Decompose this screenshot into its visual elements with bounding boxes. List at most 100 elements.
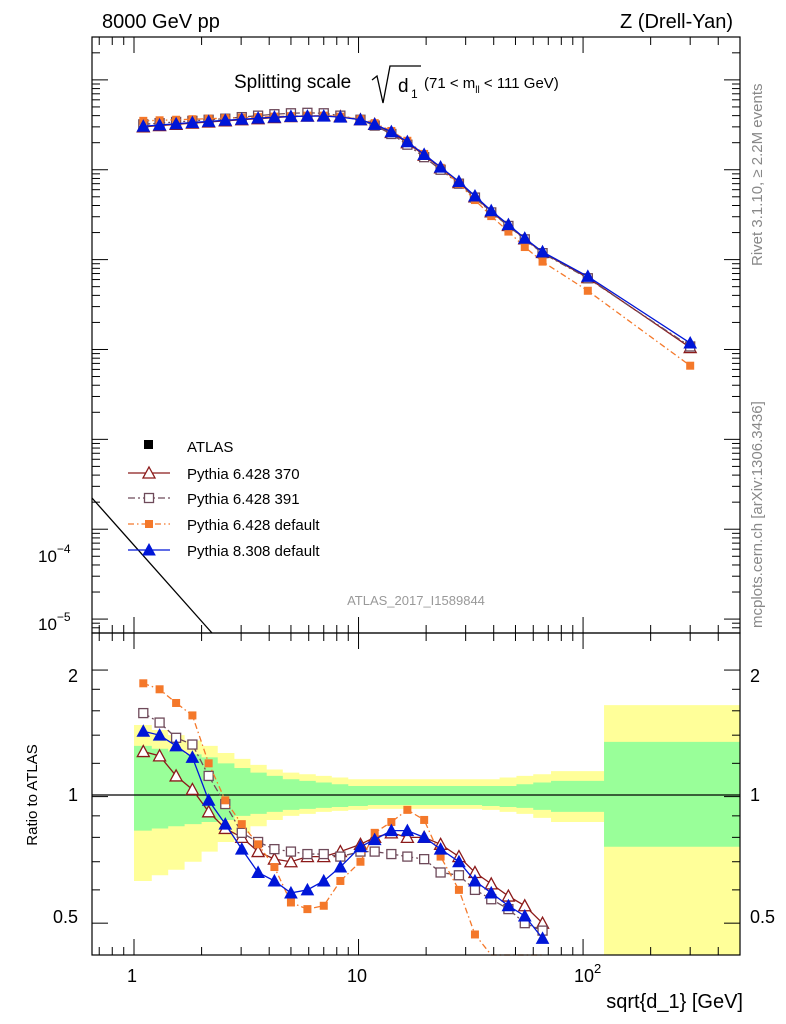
- data-point-pythia-8-308-default: [433, 160, 448, 173]
- data-point-pythia-6-428-default: [270, 863, 279, 872]
- data-point-pythia-8-308-default: [201, 114, 216, 127]
- xtick-label-10: 10: [347, 966, 367, 986]
- legend-entry-pythia6-391: Pythia 6.428 391: [128, 491, 300, 508]
- data-point-pythia-8-308-default: [535, 931, 550, 944]
- data-point-pythia-6-428-default: [204, 759, 213, 768]
- xtick-label-1: 1: [127, 966, 137, 986]
- ratio-series: [136, 679, 550, 956]
- main-title: Splitting scale d 1 (71 < mll < 111 GeV): [234, 65, 559, 104]
- main-ticks: [92, 36, 741, 634]
- ratio-ytick-right-2: 2: [750, 666, 760, 686]
- legend-label-pythia6-default: Pythia 6.428 default: [187, 517, 320, 534]
- series-line-pythia-6-428-370: [143, 114, 691, 349]
- data-point-pythia-6-428-default: [237, 820, 246, 829]
- data-point-pythia-6-428-default: [286, 898, 295, 907]
- data-point-pythia-8-308-default: [683, 335, 698, 349]
- ratio-ytick-left-0.5: 0.5: [53, 907, 78, 927]
- data-point-pythia-6-428-default: [356, 857, 365, 866]
- data-point-pythia-6-428-391: [203, 770, 214, 782]
- data-point-pythia-8-308-default: [333, 859, 348, 873]
- title-range: (71 < mll < 111 GeV): [424, 75, 559, 96]
- data-point-pythia-8-308-default: [367, 117, 382, 130]
- series-pythia-6-428-391: [138, 107, 696, 352]
- data-point-pythia-6-428-391: [302, 848, 313, 860]
- data-point-pythia-8-308-default: [580, 269, 595, 282]
- data-point-pythia-6-428-default: [686, 361, 695, 370]
- main-y-tick-labels: 10−4 10−5: [38, 542, 71, 634]
- data-point-pythia-6-428-391: [269, 843, 280, 855]
- data-point-pythia-8-308-default: [501, 217, 516, 231]
- data-point-pythia-8-308-default: [185, 115, 200, 129]
- ratio-ticks: [92, 633, 741, 955]
- data-point-pythia-8-308-default: [452, 854, 466, 868]
- data-point-pythia-8-308-default: [152, 728, 167, 741]
- data-point-pythia-6-428-default: [583, 286, 592, 295]
- data-point-pythia-6-428-default: [504, 227, 513, 236]
- data-point-pythia-8-308-default: [185, 750, 200, 763]
- data-point-pythia-8-308-default: [152, 117, 167, 131]
- legend-label-pythia8-default: Pythia 8.308 default: [187, 543, 320, 560]
- data-point-pythia-6-428-391: [453, 870, 465, 881]
- data-point-pythia-6-428-391: [402, 851, 413, 862]
- legend-marker-atlas: [144, 440, 153, 449]
- data-point-pythia-6-428-370: [201, 804, 216, 818]
- series-pythia-6-428-370: [136, 108, 698, 354]
- data-point-pythia-8-308-default: [300, 882, 315, 896]
- data-point-pythia-8-308-default: [484, 203, 499, 217]
- data-point-pythia-6-428-370: [267, 851, 282, 865]
- series-line-pythia-6-428-default: [143, 114, 691, 367]
- data-point-pythia-6-428-default: [538, 257, 547, 266]
- data-point-pythia-6-428-default: [172, 698, 181, 707]
- ratio-uncertainty-bands: [134, 705, 740, 955]
- ratio-ytick-left-1: 1: [68, 785, 78, 805]
- data-point-pythia-8-308-default: [400, 134, 415, 148]
- data-point-pythia-6-428-default: [403, 805, 412, 814]
- data-point-pythia-6-428-default: [420, 815, 429, 824]
- data-point-pythia-6-428-370: [169, 768, 184, 782]
- data-point-pythia-8-308-default: [417, 147, 431, 160]
- data-point-pythia-6-428-370: [136, 744, 151, 758]
- series-pythia-8-308-default: [136, 109, 698, 349]
- data-point-pythia-8-308-default: [234, 842, 249, 855]
- data-point-pythia-8-308-default: [468, 188, 482, 202]
- data-point-pythia-6-428-default: [188, 711, 197, 720]
- data-point-pythia-6-428-370: [251, 844, 266, 858]
- series-pythia-6-428-default: [139, 679, 543, 956]
- data-point-pythia-8-308-default: [169, 738, 183, 752]
- data-point-pythia-8-308-default: [452, 174, 466, 187]
- data-point-pythia-6-428-default: [454, 885, 463, 894]
- data-point-pythia-8-308-default: [433, 842, 448, 855]
- legend: ATLAS Pythia 6.428 370 Pythia 6.428 391 …: [128, 439, 320, 560]
- data-point-pythia-8-308-default: [251, 865, 265, 878]
- data-point-pythia-6-428-default: [520, 243, 529, 252]
- legend-entry-pythia8-default: Pythia 8.308 default: [128, 542, 320, 560]
- data-point-pythia-8-308-default: [468, 873, 482, 887]
- data-point-pythia-6-428-default: [319, 901, 328, 910]
- data-point-pythia-8-308-default: [284, 885, 298, 899]
- data-point-pythia-8-308-default: [535, 244, 550, 258]
- data-point-pythia-8-308-default: [267, 110, 282, 123]
- ratio-frame: [91, 632, 741, 956]
- data-point-pythia-8-308-default: [384, 823, 399, 837]
- data-point-pythia-8-308-default: [300, 109, 315, 122]
- data-point-pythia-6-428-default: [436, 852, 445, 861]
- sqrt-symbol: [371, 65, 421, 104]
- ratio-y-tick-labels: 2 1 0.5 2 1 0.5: [53, 666, 775, 927]
- ratio-ytick-right-0.5: 0.5: [750, 907, 775, 927]
- data-point-pythia-6-428-370: [152, 748, 167, 762]
- legend-entry-pythia6-370: Pythia 6.428 370: [128, 465, 300, 483]
- data-point-pythia-8-308-default: [384, 124, 399, 138]
- legend-entry-atlas: ATLAS: [144, 439, 233, 456]
- legend-label-pythia6-391: Pythia 6.428 391: [187, 491, 300, 508]
- title-sqrt-sub: 1: [411, 87, 418, 101]
- data-point-pythia-6-428-391: [469, 884, 481, 896]
- main-series: [136, 107, 698, 370]
- data-point-pythia-6-428-391: [318, 848, 329, 860]
- data-point-pythia-8-308-default: [353, 112, 368, 126]
- header-left: 8000 GeV pp: [102, 11, 220, 33]
- data-point-pythia-8-308-default: [316, 873, 331, 887]
- series-line-pythia-6-428-391: [143, 112, 691, 348]
- data-point-pythia-8-308-default: [169, 116, 183, 130]
- data-point-pythia-8-308-default: [136, 119, 151, 132]
- legend-marker-pythia6-370: [141, 465, 157, 479]
